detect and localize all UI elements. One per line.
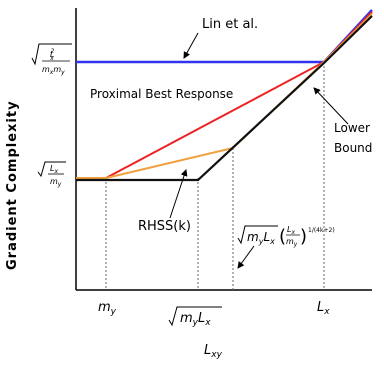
svg-text:1/(4k+2): 1/(4k+2): [308, 227, 335, 234]
arrow-lower-bound: [313, 87, 349, 125]
arrow-rhss: [169, 169, 188, 219]
series-lower-bound: [76, 15, 373, 182]
guide-lines: [105, 62, 325, 290]
x-tick-lx: Lx: [317, 300, 330, 317]
svg-text:mxmy: mxmy: [42, 65, 65, 76]
svg-text:Lx: Lx: [287, 225, 295, 236]
arrow-rhss-annotation: [237, 245, 255, 269]
svg-text:myLx: myLx: [247, 230, 275, 246]
label-lower: Lower: [334, 121, 370, 135]
x-axis-title: Lxy: [204, 343, 223, 360]
svg-text:L2x: L2 x: [49, 48, 54, 62]
y-axis-title: Gradient Complexity: [5, 100, 20, 270]
svg-text:): ): [300, 226, 307, 247]
y-tick-high: L2 x mxmy: [31, 43, 72, 76]
svg-text:my: my: [50, 177, 62, 188]
x-tick-sqrt-my-lx: myLx: [168, 306, 222, 328]
label-rhss: RHSS(k): [138, 219, 191, 234]
svg-text:myLx: myLx: [180, 311, 211, 328]
arrow-lin: [183, 32, 199, 59]
label-bound: Bound: [334, 141, 372, 155]
y-tick-low: Lx my: [37, 161, 66, 188]
label-lin-et-al: Lin et al.: [202, 17, 258, 32]
label-proximal-best-response: Proximal Best Response: [90, 87, 233, 101]
svg-text:my: my: [286, 237, 298, 248]
svg-text:(: (: [279, 226, 286, 247]
svg-text:Lx: Lx: [50, 164, 58, 175]
x-tick-my: my: [98, 300, 117, 317]
rhss-kink-formula: myLx ( Lx my ) 1/(4k+2): [237, 225, 335, 248]
